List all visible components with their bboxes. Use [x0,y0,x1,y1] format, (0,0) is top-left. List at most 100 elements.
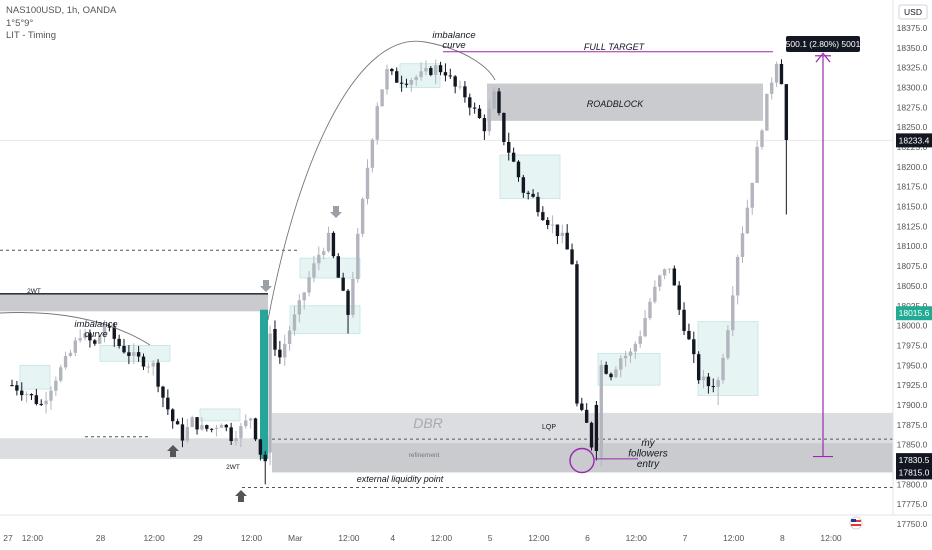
measure-arrowhead [815,52,831,63]
candle-body [283,343,287,358]
candle-body [580,403,584,410]
flag-icon [849,516,863,530]
candle-body [102,326,107,337]
imbalance-box [199,408,241,422]
candle-body [594,404,599,451]
y-tick-label: 18100.0 [897,241,928,251]
supply-zone-2wt [0,293,268,312]
candle-body [692,339,696,355]
price-label: 18233.4 [899,135,930,145]
price-label-bg [896,133,932,148]
price-label-bg [896,306,932,321]
y-tick-label: 18325.0 [897,63,928,73]
y-tick-label: 18150.0 [897,202,928,212]
candle-body [59,367,63,381]
left-demand-zone [0,438,270,459]
candle-body [297,300,302,315]
label-imbalance-curve-left-line: curve [84,329,107,340]
candle-body [633,343,638,352]
x-tick-label: 12:00 [431,533,453,543]
price-label-bg [896,453,932,468]
measure-tooltip: 500.1 (2.80%) 5001 [786,36,861,52]
candle-body [711,386,715,388]
candle-body [619,358,623,370]
candle-body [180,424,185,441]
candle-body [136,352,141,357]
candle-body [731,295,735,331]
candle-body [687,330,691,340]
marker-down-arrow [330,206,342,218]
indicator-line-1: 1°5°9° [6,17,34,29]
flag-icon-canton [851,519,856,522]
candle-body [750,182,754,208]
price-label: 17815.0 [899,467,930,477]
y-tick-label: 17800.0 [897,479,928,489]
currency-button-label: USD [904,7,922,17]
candle-body [677,285,681,310]
y-tick-label: 17925.0 [897,380,928,390]
candle-body [706,376,711,387]
candle-body [536,196,540,213]
candle-body [78,338,82,341]
y-tick-label: 18075.0 [897,261,928,271]
label-2wt-top-line: 2WT [27,288,41,295]
candle-body [356,233,360,279]
y-tick-label: 17750.0 [897,519,928,529]
imbalance-curve-left [0,312,151,346]
candle-body [507,141,511,153]
candle-body [584,409,589,423]
currency-button[interactable] [898,4,928,20]
candle-body [15,385,19,391]
candle-body [171,409,175,422]
candle-body [541,212,545,221]
candle-body [599,364,603,458]
x-tick-label: 4 [390,533,395,543]
candle-body [380,89,384,107]
flag-icon-circle [849,516,863,530]
candle-body [448,75,452,77]
candle-body [648,301,652,319]
candle-body [39,403,43,405]
candle-body [385,68,389,90]
y-tick-label: 18350.0 [897,43,928,53]
candle-body [244,420,248,427]
label-imbalance-curve-top-line: curve [442,40,465,51]
label-followers-entry: my followers entry [628,438,667,470]
candle-body [482,118,487,132]
candle-body [662,269,667,276]
candle-body [63,355,68,368]
y-tick-label: 17975.0 [897,340,928,350]
roadblock-zone [487,83,763,121]
candle-body [312,263,316,278]
candle-body [214,427,219,429]
label-followers-entry-line: followers [628,449,667,460]
flag-icon-stripe [851,524,861,526]
x-tick-label: 12:00 [820,533,842,543]
candle-body [614,369,618,378]
marker-up-arrow [235,490,247,502]
label-imbalance-curve-top: imbalance curve [432,30,475,51]
candle-body [653,286,657,302]
imbalance-box [19,364,51,390]
candle-body [166,397,170,410]
candle-body [307,277,311,293]
y-tick-label: 17775.0 [897,499,928,509]
candle-body [229,427,233,442]
x-tick-label: 12:00 [22,533,44,543]
candle-body [10,385,14,387]
candle-body [443,72,448,76]
candle-body [336,256,340,278]
candle-body [263,454,267,462]
candle-body [511,152,516,162]
entry-circle [569,447,595,474]
candle-body [395,71,399,83]
candle-body [516,161,521,178]
candle-body [735,256,740,296]
candle-body [770,82,774,94]
candle-body [658,275,662,287]
label-dbr-line: DBR [413,415,443,431]
candle-body [112,327,116,339]
x-tick-label: 5 [488,533,493,543]
